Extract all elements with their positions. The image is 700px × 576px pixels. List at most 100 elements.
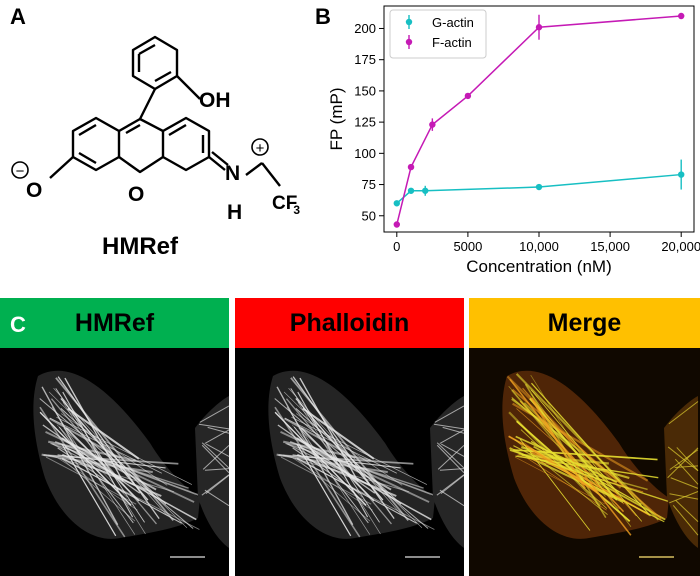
data-point (678, 12, 685, 20)
stress-fiber (530, 389, 643, 522)
stress-fiber (436, 474, 464, 496)
x-axis-label: Concentration (nM) (466, 257, 612, 276)
neighbour-cell (195, 396, 229, 548)
panel-c-letter: C (10, 312, 26, 337)
stress-fiber (274, 406, 361, 538)
panel-b: B 0 5000 10,000 15,000 20,000 50 75 100 125 150 1… (300, 0, 700, 290)
stress-fiber (284, 417, 397, 474)
stress-fiber (61, 458, 136, 522)
stress-fiber (296, 457, 418, 524)
plus-charge: + (256, 140, 265, 157)
data-point (464, 92, 472, 100)
stress-fiber (205, 474, 229, 495)
stress-fiber (61, 443, 117, 537)
stress-fiber (442, 426, 464, 434)
stress-fiber (287, 443, 360, 481)
stress-fiber (52, 443, 125, 481)
stress-fiber (509, 378, 632, 536)
micrograph-phalloidin: Phalloidin (235, 298, 464, 576)
panel-a-letter: A (10, 4, 26, 29)
stress-fiber (274, 411, 367, 506)
micrograph-hmref: HMRef (0, 298, 229, 576)
stress-fiber (62, 401, 146, 535)
data-point (393, 221, 400, 228)
y-axis-ticks: 50 75 100 125 150 175 200 (354, 21, 384, 223)
stress-fiber (61, 457, 183, 524)
stress-fiber (201, 474, 229, 496)
stress-fiber (291, 416, 428, 485)
stress-fiber (436, 444, 464, 474)
y-tick-label: 175 (354, 52, 376, 67)
stress-fiber (207, 426, 229, 434)
stress-fiber (440, 474, 464, 495)
stress-fiber (49, 417, 162, 474)
x-tick-label: 5000 (453, 239, 482, 254)
stress-fiber (296, 453, 397, 497)
stress-fiber (204, 489, 229, 507)
neighbour-cell (430, 396, 464, 548)
nh-hydrogen-label: H (227, 201, 242, 224)
stress-fiber (60, 408, 167, 505)
oh-label: OH (199, 89, 231, 112)
phenolate-oxygen-label: O (26, 179, 42, 202)
data-point (407, 187, 415, 194)
compound-name: HMRef (102, 233, 179, 260)
stress-fiber (669, 449, 699, 470)
stress-fiber (514, 439, 608, 515)
stress-fiber (530, 447, 597, 493)
stress-fiber (515, 435, 618, 483)
stress-fiber (511, 397, 609, 481)
y-tick-label: 150 (354, 83, 376, 98)
legend-box (389, 9, 487, 59)
data-point (393, 200, 400, 207)
stress-fiber (274, 398, 429, 529)
stress-fiber (508, 411, 601, 507)
micrograph-image-merge (469, 348, 700, 576)
stress-fiber (206, 443, 229, 457)
stress-fiber (39, 406, 126, 538)
stress-fiber (439, 489, 464, 507)
stress-fiber (202, 444, 229, 470)
x-tick-label: 0 (393, 239, 400, 254)
legend-marker (405, 38, 413, 46)
stress-fiber (669, 491, 699, 504)
y-axis-label: FP (mP) (327, 88, 346, 151)
stress-fiber (676, 447, 699, 471)
stress-fiber (56, 416, 193, 485)
stress-fiber (669, 493, 699, 500)
stress-fiber (198, 423, 229, 430)
legend-label: G-actin (432, 15, 474, 30)
stress-fiber (441, 443, 464, 457)
micrograph-header-hmref: HMRef (0, 298, 229, 348)
series-g-actin (393, 159, 685, 207)
stress-fiber (675, 500, 699, 522)
data-point (407, 163, 415, 171)
stress-fiber (433, 423, 464, 430)
stress-fiber (295, 408, 402, 505)
stress-fiber (39, 398, 194, 529)
x-axis-ticks: 0 5000 10,000 15,000 20,000 (393, 232, 700, 254)
stress-fiber (436, 442, 464, 469)
stress-fiber (667, 446, 699, 472)
data-point (429, 121, 436, 128)
y-tick-label: 50 (362, 208, 376, 223)
stress-fiber (668, 401, 699, 425)
hmref-structure: A (10, 4, 300, 260)
series-layer (393, 12, 685, 228)
x-tick-label: 15,000 (590, 239, 630, 254)
stress-fiber (672, 504, 699, 536)
stress-fiber (509, 449, 669, 502)
stress-fiber (674, 465, 699, 469)
micrograph-header-merge: Merge (469, 298, 700, 348)
micrograph-image-hmref (0, 348, 229, 576)
stress-fiber (295, 413, 403, 486)
stress-fiber (60, 413, 168, 486)
data-point (535, 24, 543, 31)
minus-charge: − (16, 163, 25, 180)
stress-fiber (434, 405, 464, 423)
nitrogen-label: N (225, 162, 240, 185)
stress-fiber (61, 453, 162, 497)
ring-oxygen-label: O (128, 183, 144, 206)
legend-label: F-actin (432, 35, 472, 50)
stress-fiber (41, 386, 119, 526)
